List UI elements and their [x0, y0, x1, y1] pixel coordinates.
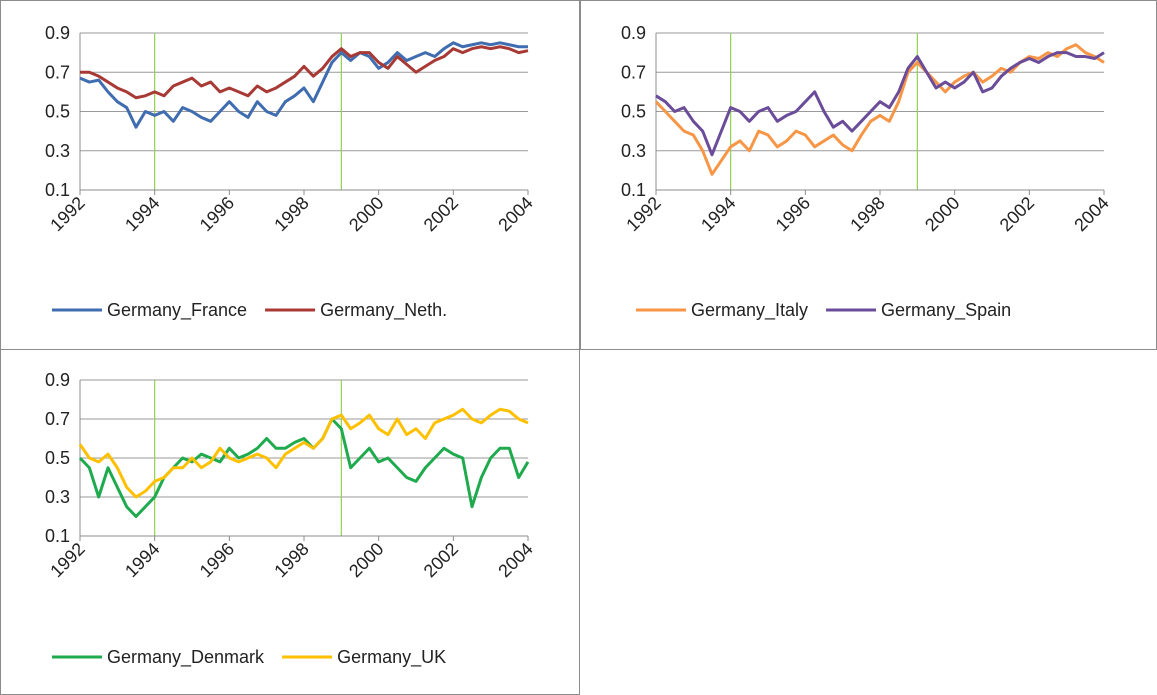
data-line — [78, 417, 530, 518]
y-tick-label: 0.1 — [45, 526, 70, 546]
y-tick-label: 0.5 — [45, 448, 70, 468]
y-tick-label: 0.9 — [45, 23, 70, 43]
panel-border — [0, 0, 580, 350]
y-tick-label: 0.7 — [45, 62, 70, 82]
x-tick-label: 1996 — [196, 539, 238, 581]
x-tick-label: 1998 — [270, 193, 312, 235]
x-tick-label: 2000 — [345, 539, 387, 581]
y-tick-label: 0.9 — [45, 370, 70, 390]
legend-label: Germany_Italy — [691, 300, 808, 321]
y-tick-label: 0.3 — [45, 141, 70, 161]
x-tick-label: 2004 — [1070, 193, 1112, 235]
legend-label: Germany_Denmark — [107, 647, 265, 668]
x-tick-label: 2002 — [420, 539, 462, 581]
x-tick-label: 1996 — [196, 193, 238, 235]
legend-label: Germany_Spain — [881, 300, 1011, 321]
x-tick-label: 2000 — [345, 193, 387, 235]
x-tick-label: 1994 — [697, 193, 739, 235]
x-tick-label: 2004 — [494, 539, 536, 581]
y-tick-label: 0.3 — [621, 141, 646, 161]
data-line — [654, 43, 1105, 176]
y-tick-label: 0.5 — [621, 102, 646, 122]
y-tick-label: 0.7 — [45, 409, 70, 429]
x-tick-label: 1998 — [846, 193, 888, 235]
x-tick-label: 1994 — [121, 193, 163, 235]
y-tick-label: 0.1 — [45, 180, 70, 200]
data-line — [79, 41, 528, 129]
y-tick-label: 0.9 — [621, 23, 646, 43]
data-line — [655, 51, 1105, 157]
legend-label: Germany_France — [107, 300, 247, 321]
x-tick-label: 2004 — [494, 193, 536, 235]
legend-label: Germany_UK — [337, 647, 446, 668]
y-tick-label: 0.3 — [45, 487, 70, 507]
x-tick-label: 2000 — [921, 193, 963, 235]
legend-label: Germany_Neth. — [320, 300, 447, 321]
x-tick-label: 1998 — [270, 539, 312, 581]
x-tick-label: 1994 — [121, 539, 163, 581]
panel-border — [0, 349, 580, 695]
y-tick-label: 0.1 — [621, 180, 646, 200]
x-tick-label: 1996 — [772, 193, 814, 235]
data-line — [80, 45, 529, 100]
x-tick-label: 2002 — [996, 193, 1038, 235]
y-tick-label: 0.5 — [45, 102, 70, 122]
y-tick-label: 0.7 — [621, 62, 646, 82]
x-tick-label: 2002 — [420, 193, 462, 235]
data-line — [78, 407, 529, 499]
